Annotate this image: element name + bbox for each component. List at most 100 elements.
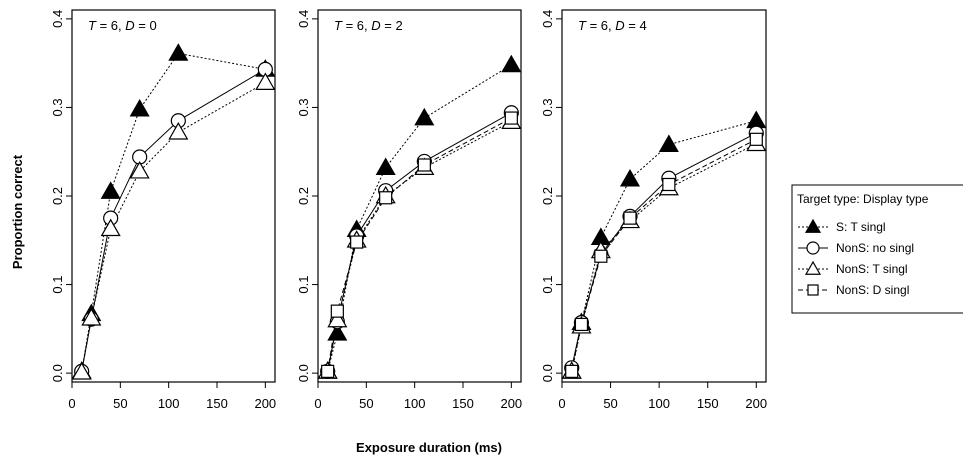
data-point — [81, 308, 102, 326]
x-tick-label: 150 — [206, 396, 228, 411]
data-point — [168, 43, 189, 61]
x-tick-label: 150 — [697, 396, 719, 411]
series-markers — [74, 61, 273, 379]
data-point — [574, 317, 589, 332]
legend-box — [791, 184, 963, 314]
data-point — [327, 309, 348, 328]
series-markers — [321, 111, 518, 378]
panel-3: 0.0 0.1 0.2 0.3 0.4 0 50 100 150 200 T = 6, D = 4 — [540, 9, 767, 411]
legend-entry: NonS: no singl — [798, 241, 914, 255]
series-markers — [561, 133, 767, 379]
series-markers — [565, 132, 763, 378]
legend-label: NonS: D singl — [836, 283, 909, 297]
y-tick-label: 0.1 — [50, 276, 65, 294]
y-tick-label: 0.3 — [296, 98, 311, 116]
legend: Target type: Display type S: T singl NonS… — [791, 184, 963, 314]
y-tick-label: 0.0 — [50, 364, 65, 382]
legend-label: S: T singl — [836, 220, 886, 234]
x-axis-title: Exposure duration (ms) — [356, 440, 502, 455]
data-point — [417, 158, 431, 172]
y-tick-label: 0.4 — [296, 10, 311, 28]
y-tick-label: 0.1 — [296, 276, 311, 294]
data-point — [327, 323, 348, 341]
x-tick-label: 0 — [68, 396, 75, 411]
data-point — [619, 168, 641, 187]
panel-title: T = 6, D = 4 — [578, 18, 647, 33]
data-point — [321, 364, 335, 378]
legend-entries: S: T singl NonS: no singl NonS: T singl Non… — [798, 218, 914, 297]
x-tick-label: 200 — [500, 396, 522, 411]
y-tick-label: 0.1 — [540, 276, 555, 294]
x-tick-label: 200 — [745, 396, 767, 411]
x-tick-label: 100 — [648, 396, 670, 411]
series-line — [327, 121, 512, 372]
panel-title: T = 6, D = 2 — [334, 18, 403, 33]
series-line — [571, 138, 757, 372]
data-point — [100, 181, 121, 199]
x-tick-label: 100 — [404, 396, 426, 411]
data-point — [375, 157, 396, 176]
x-tick-label: 0 — [558, 396, 565, 411]
y-tick-label: 0.4 — [540, 10, 555, 28]
y-tick-label: 0.2 — [296, 187, 311, 205]
series-markers — [71, 72, 276, 380]
data-point — [129, 98, 150, 117]
panel-2: 0.0 0.1 0.2 0.3 0.4 0 50 100 150 200 T = 6, D = 2 — [296, 9, 522, 411]
x-tick-label: 200 — [254, 396, 276, 411]
data-point — [379, 191, 393, 205]
legend-marker — [804, 260, 822, 275]
legend-entry: S: T singl — [798, 218, 886, 234]
legend-entry: NonS: T singl — [798, 260, 908, 276]
data-point — [501, 54, 522, 73]
data-point — [414, 107, 435, 126]
series-line — [327, 64, 512, 372]
y-axis-title: Proportion correct — [10, 154, 25, 269]
x-tick-label: 50 — [359, 396, 373, 411]
x-tick-label: 150 — [452, 396, 474, 411]
data-point — [71, 362, 92, 380]
panel-title: T = 6, D = 0 — [88, 18, 157, 33]
data-point — [350, 235, 364, 249]
series-markers — [317, 54, 522, 379]
series-markers — [561, 110, 767, 379]
x-tick-label: 50 — [113, 396, 127, 411]
data-point — [623, 211, 637, 225]
legend-title: Target type: Display type — [797, 192, 929, 206]
x-tick-label: 0 — [314, 396, 321, 411]
legend-entry: NonS: D singl — [798, 283, 909, 297]
legend-marker — [804, 218, 822, 233]
y-tick-label: 0.3 — [50, 98, 65, 116]
y-tick-label: 0.2 — [540, 187, 555, 205]
data-point — [658, 134, 679, 152]
legend-marker — [807, 284, 819, 296]
plot-frame — [317, 9, 522, 383]
panel-1: 0.0 0.1 0.2 0.3 0.4 0 50 100 150 200 T = 6, D = 0 — [50, 9, 276, 411]
series-line — [571, 143, 757, 372]
y-tick-label: 0.0 — [540, 364, 555, 382]
data-point — [749, 132, 763, 146]
plot-frame — [561, 9, 767, 383]
series-line — [81, 82, 266, 373]
y-tick-label: 0.4 — [50, 10, 65, 28]
legend-label: NonS: no singl — [836, 241, 914, 255]
data-point — [168, 122, 189, 140]
data-point — [100, 218, 121, 237]
x-tick-label: 50 — [603, 396, 617, 411]
y-tick-label: 0.0 — [296, 364, 311, 382]
legend-marker — [806, 241, 820, 255]
data-point — [594, 249, 608, 263]
data-point — [565, 364, 579, 378]
y-tick-label: 0.3 — [540, 98, 555, 116]
data-point — [330, 304, 344, 318]
y-tick-label: 0.2 — [50, 187, 65, 205]
x-tick-label: 100 — [158, 396, 180, 411]
data-point — [662, 177, 676, 192]
data-point — [255, 72, 276, 90]
data-point — [129, 160, 150, 179]
legend-label: NonS: T singl — [836, 262, 908, 276]
data-point — [504, 111, 518, 125]
data-point — [746, 110, 767, 129]
series-markers — [317, 111, 522, 379]
